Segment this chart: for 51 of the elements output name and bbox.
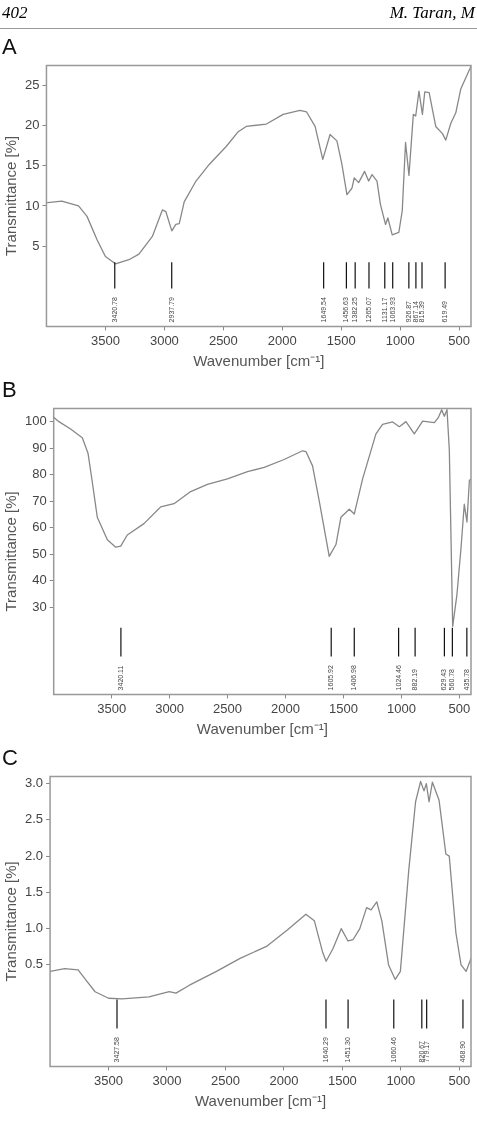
x-tick-label: 500 — [448, 332, 471, 348]
x-tick-label: 2000 — [271, 700, 300, 716]
x-tick-label: 3000 — [149, 332, 179, 348]
x-tick-label: 2500 — [211, 1072, 240, 1088]
y-tick-label: 1.5 — [24, 883, 44, 899]
text: M. Taran, M — [389, 2, 475, 24]
y-tick-label: 1.0 — [24, 920, 44, 936]
y-tick-label: 2.0 — [24, 847, 44, 863]
y-axis-title: Transmittance [%] — [2, 135, 20, 257]
x-axis-title: Wavenumber [cm⁻¹] — [194, 1092, 327, 1110]
y-tick-label: 80 — [32, 466, 47, 482]
x-tick-label: 1000 — [386, 700, 416, 716]
x-tick-label: 1500 — [326, 332, 356, 348]
x-tick-label: 2000 — [269, 1072, 299, 1088]
y-tick-label: 30 — [32, 598, 47, 614]
x-tick-label: 500 — [448, 1072, 471, 1088]
x-tick-label: 2500 — [208, 332, 238, 348]
y-tick-label: 5 — [32, 237, 40, 253]
y-tick-label: 2.5 — [24, 811, 44, 827]
y-tick-label: 40 — [32, 572, 47, 588]
x-tick-label: 2500 — [213, 700, 243, 716]
x-tick-label: 3500 — [90, 332, 120, 348]
x-axis-title: Wavenumber [cm⁻¹] — [193, 352, 325, 370]
chart-title: B — [2, 377, 17, 403]
y-tick-label: 3.0 — [24, 775, 44, 791]
x-tick-label: 3500 — [97, 700, 127, 716]
y-tick-label: 0.5 — [24, 956, 44, 972]
y-tick-label: 25 — [24, 77, 40, 93]
y-tick-label: 10 — [24, 197, 40, 213]
x-tick-label: 3000 — [155, 700, 185, 716]
y-axis-title: Transmittance [%] — [2, 491, 20, 612]
text: 402 — [2, 2, 28, 24]
y-tick-label: 100 — [24, 413, 47, 429]
y-tick-label: 50 — [32, 545, 47, 561]
chart-title: C — [2, 745, 18, 771]
x-tick-label: 1000 — [385, 332, 415, 348]
y-axis-title: Transmittance [%] — [2, 861, 20, 982]
chart-title: A — [2, 34, 17, 60]
x-tick-label: 1500 — [329, 700, 358, 716]
y-tick-label: 60 — [32, 519, 47, 535]
y-tick-label: 70 — [32, 492, 47, 508]
x-tick-label: 2000 — [267, 332, 297, 348]
x-tick-label: 3000 — [152, 1072, 182, 1088]
x-tick-label: 1500 — [327, 1072, 357, 1088]
x-tick-label: 500 — [448, 700, 471, 716]
y-tick-label: 15 — [24, 157, 40, 173]
y-tick-label: 20 — [24, 117, 40, 133]
x-tick-label: 3500 — [94, 1072, 123, 1088]
x-tick-label: 1000 — [386, 1072, 416, 1088]
x-axis-title: Wavenumber [cm⁻¹] — [196, 720, 328, 738]
y-tick-label: 90 — [32, 439, 47, 455]
